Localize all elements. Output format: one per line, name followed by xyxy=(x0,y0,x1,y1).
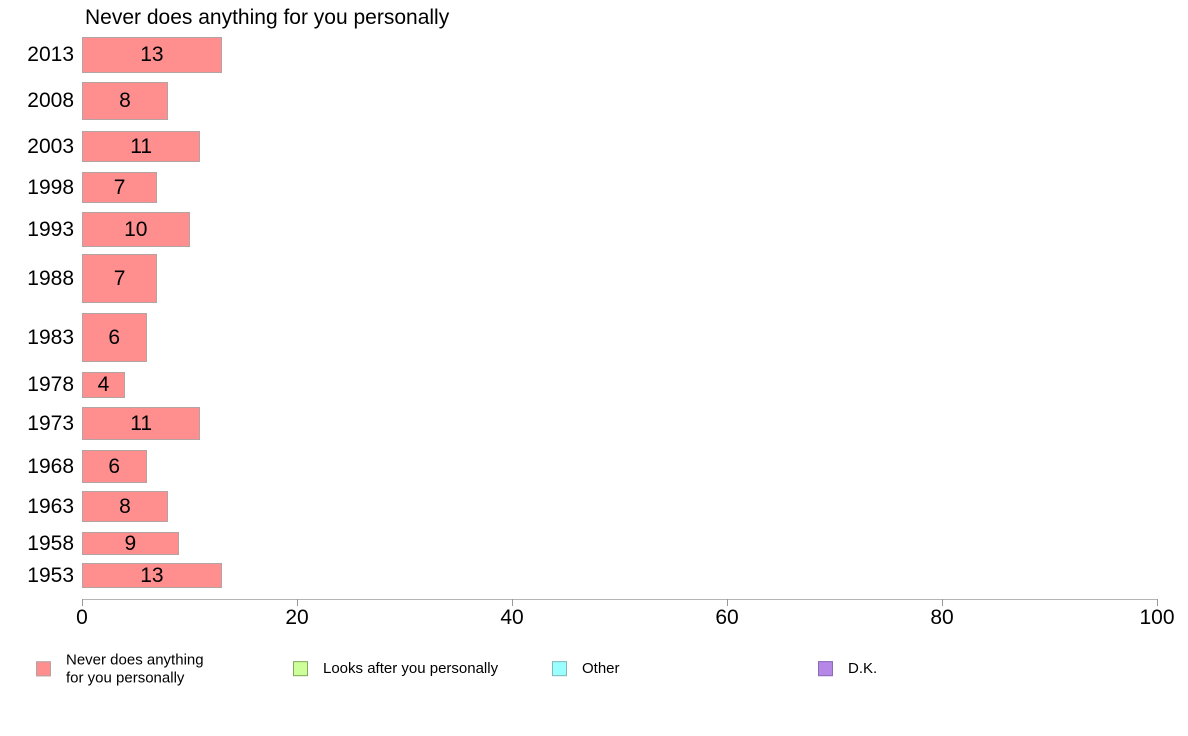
category-label: 1968 xyxy=(27,454,74,478)
legend-item: Other xyxy=(552,660,620,678)
bar: 11 xyxy=(82,131,201,162)
x-axis-tick-label: 0 xyxy=(76,606,88,629)
bar: 7 xyxy=(82,254,158,303)
category-label: 1973 xyxy=(27,411,74,435)
bar: 6 xyxy=(82,450,147,483)
bar-value-label: 7 xyxy=(113,266,126,290)
legend-item: Looks after you personally xyxy=(293,660,498,678)
x-axis-tick xyxy=(82,599,83,606)
x-axis-tick-label: 80 xyxy=(930,606,954,629)
bar-value-label: 13 xyxy=(140,563,164,587)
x-axis-tick-label: 60 xyxy=(715,606,739,629)
x-axis-tick xyxy=(727,599,728,606)
bar: 4 xyxy=(82,372,125,398)
x-axis-tick xyxy=(942,599,943,606)
category-label: 1953 xyxy=(27,563,74,587)
bar-value-label: 13 xyxy=(140,43,164,66)
category-label: 1993 xyxy=(27,217,74,241)
legend-label: Never does anything for you personally xyxy=(66,651,204,686)
category-label: 2008 xyxy=(27,89,74,112)
x-axis-tick xyxy=(297,599,298,606)
legend-label: D.K. xyxy=(848,660,878,678)
legend-label: Looks after you personally xyxy=(323,660,499,678)
bar: 9 xyxy=(82,532,179,555)
legend-item: Never does anything for you personally xyxy=(36,651,204,686)
x-axis-tick xyxy=(1157,599,1158,606)
bar-value-label: 8 xyxy=(119,494,131,518)
category-label: 1988 xyxy=(27,266,74,290)
bar-value-label: 10 xyxy=(124,217,148,241)
legend-swatch xyxy=(293,661,308,677)
bar: 7 xyxy=(82,172,158,203)
bar: 8 xyxy=(82,491,168,522)
x-axis-tick xyxy=(512,599,513,606)
category-label: 1978 xyxy=(27,373,74,396)
bar: 10 xyxy=(82,212,190,247)
bar-value-label: 6 xyxy=(108,454,121,478)
category-label: 1958 xyxy=(27,531,74,555)
x-axis-tick-label: 20 xyxy=(285,606,309,629)
bar-value-label: 11 xyxy=(130,411,153,435)
bar-value-label: 8 xyxy=(119,89,131,112)
category-label: 2013 xyxy=(27,43,74,66)
category-label: 2003 xyxy=(27,134,74,158)
bar: 13 xyxy=(82,37,222,73)
bar-value-label: 6 xyxy=(108,325,121,349)
x-axis-tick-label: 40 xyxy=(500,606,524,629)
bar-value-label: 9 xyxy=(124,531,137,555)
category-label: 1998 xyxy=(27,175,74,199)
bar: 11 xyxy=(82,407,201,440)
legend-label: Other xyxy=(582,660,620,678)
category-label: 1963 xyxy=(27,494,74,518)
chart-title: Never does anything for you personally xyxy=(85,6,450,29)
bar: 8 xyxy=(82,82,168,120)
bar-value-label: 4 xyxy=(97,373,110,396)
legend-swatch xyxy=(36,661,51,677)
bar-value-label: 11 xyxy=(130,134,153,158)
bar: 13 xyxy=(82,563,222,588)
x-axis-tick-label: 100 xyxy=(1139,606,1175,629)
legend-item: D.K. xyxy=(818,660,877,678)
x-axis-line xyxy=(82,599,1157,600)
bar: 6 xyxy=(82,313,147,362)
bar-value-label: 7 xyxy=(113,175,126,199)
category-label: 1983 xyxy=(27,325,74,349)
legend-swatch xyxy=(552,661,567,677)
legend-swatch xyxy=(818,661,833,677)
